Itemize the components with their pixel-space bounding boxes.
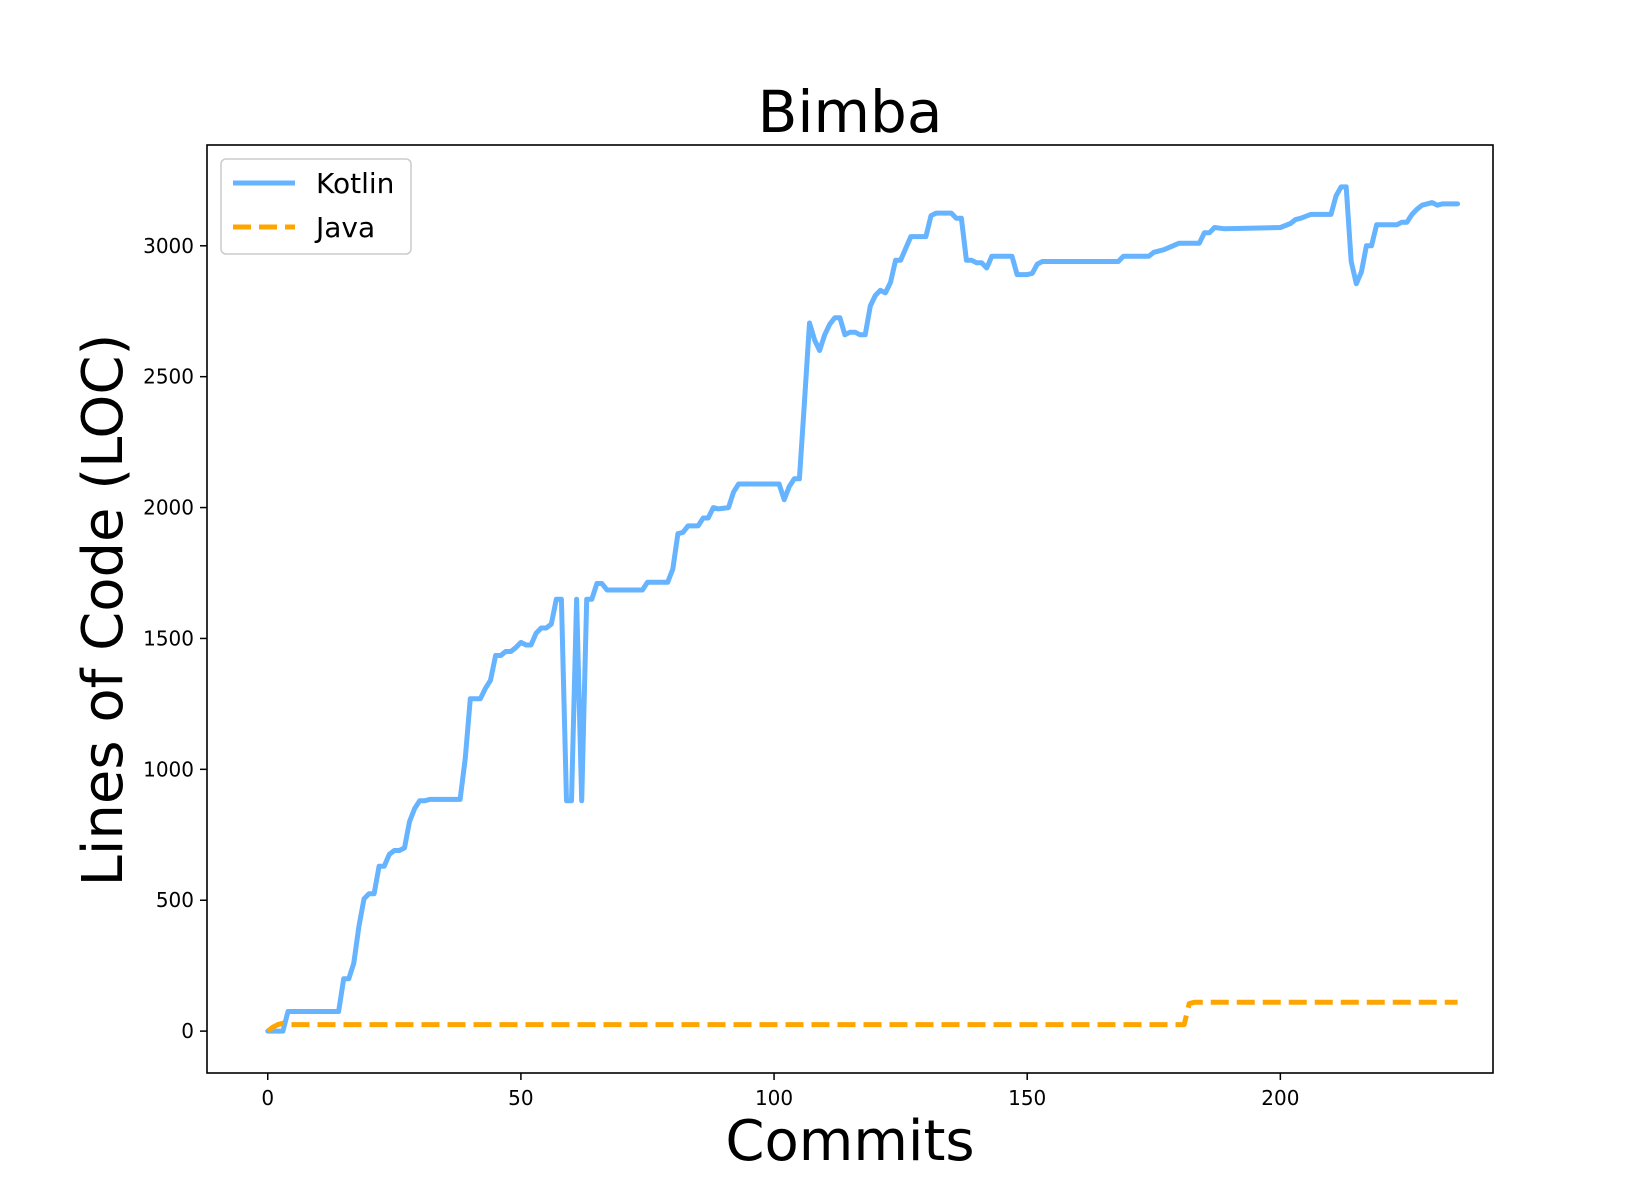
legend: Kotlin Java [220, 158, 412, 255]
x-tick-label: 50 [508, 1086, 533, 1110]
y-axis: 0 500 1000 1500 2000 2500 3000 [143, 234, 207, 1043]
series-line-java [266, 999, 1458, 1034]
chart-title: Bimba [758, 78, 943, 146]
y-tick-label: 2000 [143, 496, 194, 520]
y-tick-label: 3000 [143, 234, 194, 258]
x-axis: 0 50 100 150 200 [261, 1073, 1299, 1110]
y-tick-label: 500 [156, 888, 194, 912]
plot-frame [206, 144, 1494, 1074]
x-tick-label: 150 [1008, 1086, 1046, 1110]
x-tick-label: 100 [755, 1086, 793, 1110]
y-tick-label: 2500 [143, 365, 194, 389]
x-tick-label: 0 [261, 1086, 274, 1110]
y-tick-label: 1500 [143, 626, 194, 650]
x-axis-label: Commits [725, 1109, 974, 1174]
legend-kotlin-label: Kotlin [316, 167, 394, 200]
y-tick-label: 1000 [143, 757, 194, 781]
plot-area [265, 184, 1461, 1034]
legend-java-label: Java [314, 211, 375, 244]
y-axis-label: Lines of Code (LOC) [71, 334, 136, 887]
series-line-kotlin [265, 184, 1461, 1034]
x-tick-label: 200 [1261, 1086, 1299, 1110]
y-tick-label: 0 [181, 1019, 194, 1043]
